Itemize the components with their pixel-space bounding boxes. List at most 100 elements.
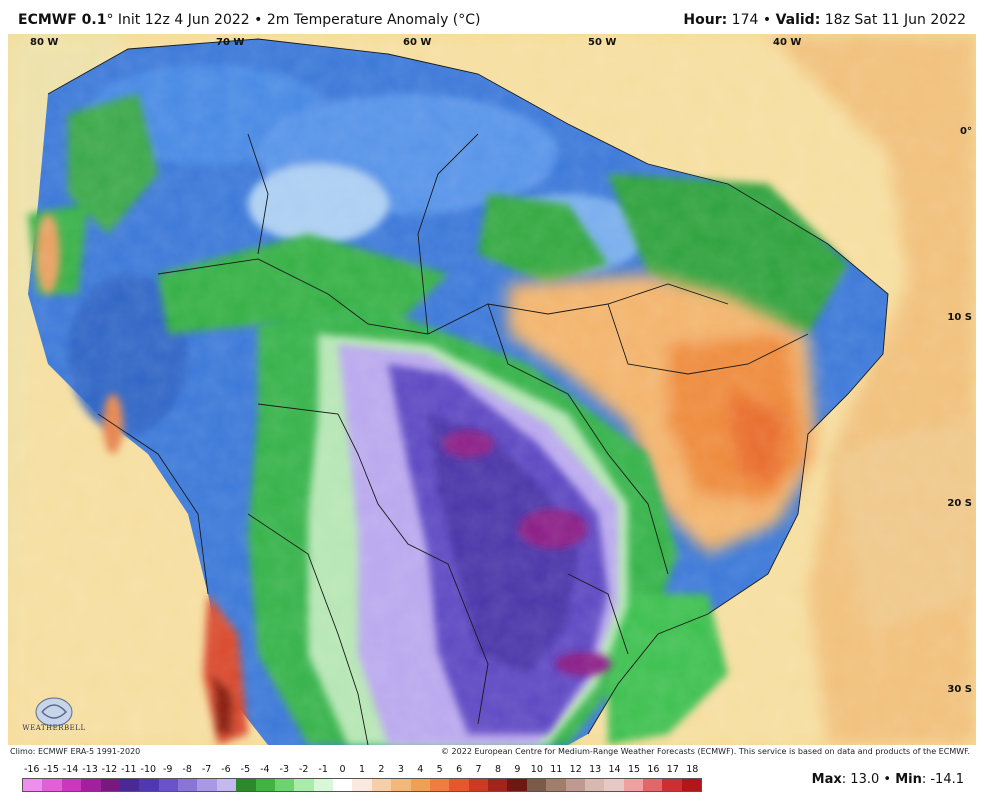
colorbar-label: -9 [162,764,173,775]
colorbar-swatch [158,779,178,791]
colorbar-swatch [449,779,469,791]
colorbar-label: -13 [82,764,98,775]
colorbar-label: 9 [514,764,521,775]
colorbar-swatch [488,779,508,791]
max-min-readout: Max: 13.0 • Min: -14.1 [811,772,964,787]
colorbar-labels: -16 -15 -14 -13 -12 -11 -10 -9 -8 -7 -6 -5 -4 -3 -2 -1 0… [22,764,702,776]
colorbar-swatch [81,779,101,791]
colorbar-label: 5 [436,764,443,775]
map-title: ECMWF 0.1° Init 12z 4 Jun 2022 • 2m Temp… [18,12,481,28]
colorbar-label: -3 [279,764,290,775]
colorbar-label: -5 [240,764,251,775]
colorbar-swatch [565,779,585,791]
copyright-note: © 2022 European Centre for Medium-Range … [441,747,970,756]
min-label: Min [895,772,922,787]
colorbar-label: 15 [627,764,641,775]
colorbar-label: -1 [318,764,328,775]
logo-text: WEATHERBELL [22,724,86,732]
colorbar-label: 18 [686,764,699,775]
colorbar-label: -2 [298,764,309,775]
logo-swirl-icon [35,697,73,727]
colorbar-swatch [623,779,643,791]
latitude-label: 30 S [947,684,972,695]
colorbar-label: 14 [608,764,621,775]
colorbar-swatch [546,779,566,791]
colorbar-label: 7 [475,764,482,775]
separator-dot: • [762,12,772,28]
longitude-label: 70 W [216,37,245,48]
colorbar-swatch [197,779,217,791]
colorbar-label: -11 [121,764,137,775]
min-value: -14.1 [930,772,964,787]
colorbar-swatch [23,779,43,791]
colorbar-swatch [526,779,547,791]
colorbar-swatch [100,779,120,791]
anomaly-map[interactable]: 80 W 70 W 60 W 50 W 40 W 0° 10 S 20 S 30… [8,34,976,745]
colorbar-swatch [681,779,702,791]
colorbar-swatch [604,779,624,791]
colorbar-label: -10 [140,764,157,775]
colorbar-label: 2 [378,764,385,775]
hour-label: Hour: [683,12,728,28]
colorbar-swatch [313,779,333,791]
colorbar-label: -15 [43,764,59,775]
colorbar-label: 10 [530,764,543,775]
colorbar-swatch [333,779,353,791]
colorbar-swatch [391,779,411,791]
colorbar-label: -7 [201,764,212,775]
country-borders [47,38,889,745]
colorbar-swatch [178,779,198,791]
colorbar-label: -4 [260,764,270,775]
colorbar-label: -14 [62,764,79,775]
longitude-label: 80 W [30,37,59,48]
map-canvas [8,34,976,745]
latitude-label: 0° [960,126,972,137]
longitude-label: 60 W [403,37,432,48]
colorbar-swatch [410,779,430,791]
init-text: ° Init 12z 4 Jun 2022 • 2m Temperature A… [106,12,481,28]
colorbar-label: 11 [550,764,563,775]
colorbar-swatch [216,779,237,791]
hour-value: 174 [731,12,759,28]
colorbar-label: 17 [666,764,679,775]
colorbar-label: -8 [182,764,192,775]
model-name: ECMWF 0.1 [18,12,107,28]
valid-time: Hour: 174 • Valid: 18z Sat 11 Jun 2022 [683,12,966,28]
climo-note: Climo: ECMWF ERA-5 1991-2020 [10,747,141,756]
colorbar-swatch [352,779,372,791]
max-label: Max [811,772,842,787]
colorbar-label: -12 [101,764,118,775]
colorbar-swatch [429,779,450,791]
valid-value: 18z Sat 11 Jun 2022 [824,12,966,28]
colorbar-swatch [468,779,488,791]
weatherbell-logo: WEATHERBELL [14,694,94,738]
colorbar-swatch [584,779,605,791]
colorbar-swatch [61,779,82,791]
colorbar-swatch [294,779,314,791]
colorbar-label: -6 [221,764,231,775]
colorbar-label: 8 [494,764,502,775]
colorbar-label: 12 [569,764,582,775]
colorbar-swatch [507,779,527,791]
colorbar-swatch [274,779,295,791]
colorbar-label: 13 [589,764,602,775]
colorbar-label: 1 [358,764,366,775]
colorbar-swatch [255,779,275,791]
colorbar-label: 3 [397,764,404,775]
colorbar-swatch [662,779,682,791]
colorbar-swatch [236,779,256,791]
colorbar-swatch [139,779,159,791]
colorbar [22,778,702,792]
colorbar-swatch [119,779,140,791]
longitude-label: 50 W [588,37,617,48]
colorbar-label: 16 [647,764,660,775]
colorbar-swatch [371,779,392,791]
colorbar-label: 0 [339,764,346,775]
colorbar-label: -16 [23,764,40,775]
valid-label: Valid: [775,12,821,28]
latitude-label: 10 S [947,312,972,323]
map-header: ECMWF 0.1° Init 12z 4 Jun 2022 • 2m Temp… [0,0,984,34]
longitude-label: 40 W [773,37,802,48]
latitude-label: 20 S [947,498,972,509]
colorbar-label: 6 [456,764,463,775]
